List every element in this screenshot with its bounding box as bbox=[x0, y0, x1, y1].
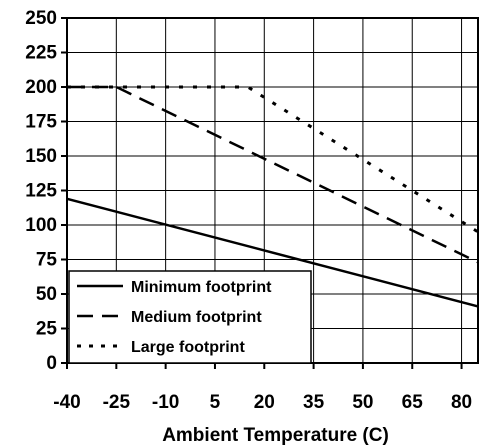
series-line-dotted bbox=[67, 85, 479, 234]
x-tick-label: 35 bbox=[303, 392, 325, 413]
y-tick-label: 0 bbox=[46, 353, 57, 374]
x-tick-label: 5 bbox=[210, 392, 221, 413]
y-tick-label: 50 bbox=[36, 284, 57, 305]
y-tick-label: 200 bbox=[25, 77, 57, 98]
x-axis-ticks: -40 -25 -10 5 20 35 50 65 80 bbox=[53, 363, 472, 413]
x-tick-label: -25 bbox=[103, 392, 131, 413]
x-tick-label: -40 bbox=[53, 392, 80, 413]
x-axis-title: Ambient Temperature (C) bbox=[162, 425, 389, 446]
x-tick-label: 20 bbox=[254, 392, 275, 413]
y-axis-ticks: 0 25 50 75 100 125 150 175 200 225 250 bbox=[25, 8, 67, 374]
series-line-dashed bbox=[67, 85, 479, 264]
legend-label: Medium footprint bbox=[131, 309, 262, 326]
y-tick-label: 225 bbox=[25, 43, 57, 64]
y-tick-label: 25 bbox=[36, 319, 58, 340]
y-tick-label: 100 bbox=[25, 215, 57, 236]
y-tick-label: 250 bbox=[25, 8, 57, 29]
y-tick-label: 150 bbox=[25, 146, 57, 167]
x-tick-label: 65 bbox=[402, 392, 424, 413]
y-tick-label: 125 bbox=[25, 181, 57, 202]
y-tick-label: 75 bbox=[36, 250, 58, 271]
legend: Minimum footprint Medium footprint Large f… bbox=[68, 270, 312, 364]
legend-label: Minimum footprint bbox=[131, 279, 272, 296]
x-tick-label: -10 bbox=[152, 392, 179, 413]
y-tick-label: 175 bbox=[25, 112, 57, 133]
legend-label: Large footprint bbox=[131, 339, 245, 356]
series-line-solid bbox=[66, 197, 479, 308]
series-layer bbox=[66, 85, 479, 308]
x-tick-label: 50 bbox=[352, 392, 373, 413]
x-tick-label: 80 bbox=[451, 392, 472, 413]
